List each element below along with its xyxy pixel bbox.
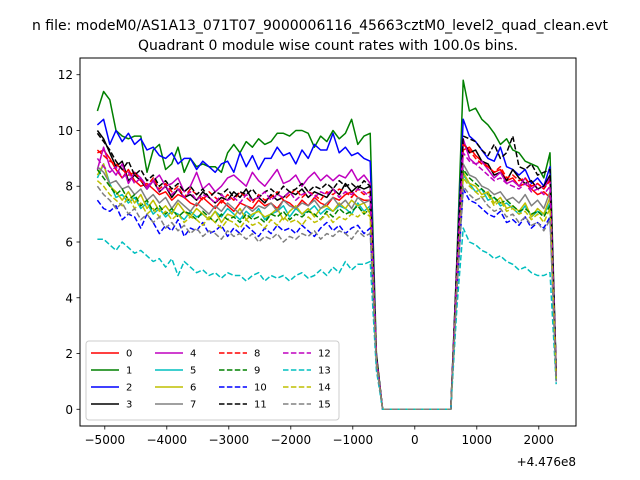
x-tick-label: −4000 <box>147 433 188 447</box>
series-line-3 <box>96 130 557 411</box>
x-tick-label: −3000 <box>209 433 250 447</box>
series-line-5 <box>96 163 557 411</box>
legend-label-13: 13 <box>318 366 331 377</box>
x-axis: −5000 −4000 −3000 −2000 −1000 0 1000 2000 <box>85 426 555 447</box>
legend-label-3: 3 <box>126 400 132 411</box>
legend-label-7: 7 <box>190 400 196 411</box>
series-line-7 <box>96 163 557 411</box>
x-tick-label: −1000 <box>333 433 374 447</box>
x-tick-label: 0 <box>411 433 419 447</box>
legend-label-5: 5 <box>190 366 196 377</box>
x-tick-label: −2000 <box>271 433 312 447</box>
y-tick-label: 8 <box>65 180 73 194</box>
x-tick-label: 2000 <box>524 433 555 447</box>
y-tick-label: 6 <box>65 236 73 250</box>
legend-label-8: 8 <box>254 349 260 360</box>
y-axis: 0 2 4 6 8 10 12 <box>58 68 80 417</box>
legend-label-9: 9 <box>254 366 260 377</box>
legend-label-4: 4 <box>190 349 196 360</box>
legend-label-10: 10 <box>254 383 267 394</box>
series-line-1 <box>96 79 557 411</box>
series-line-8 <box>96 143 557 411</box>
legend-label-12: 12 <box>318 349 331 360</box>
series-line-14 <box>96 177 557 411</box>
series-line-9 <box>96 168 557 411</box>
legend-label-1: 1 <box>126 366 132 377</box>
y-tick-label: 4 <box>65 291 73 305</box>
legend-label-11: 11 <box>254 400 267 411</box>
y-tick-label: 10 <box>58 124 73 138</box>
legend-label-2: 2 <box>126 383 132 394</box>
x-offset-label: +4.476e8 <box>517 455 576 469</box>
series-line-13 <box>97 227 557 411</box>
x-tick-label: 1000 <box>462 433 493 447</box>
y-tick-label: 0 <box>65 403 73 417</box>
legend-label-15: 15 <box>318 400 331 411</box>
series-layer <box>96 79 557 411</box>
series-line-6 <box>96 163 557 411</box>
figure-suptitle: n file: modeM0/AS1A13_071T07_9000006116_… <box>32 18 609 34</box>
chart-title: Quadrant 0 module wise count rates with … <box>138 38 518 54</box>
x-tick-label: −5000 <box>85 433 126 447</box>
legend-label-14: 14 <box>318 383 331 394</box>
series-line-10 <box>96 188 557 411</box>
y-tick-label: 2 <box>65 347 73 361</box>
series-line-11 <box>96 132 557 411</box>
legend-box <box>85 340 340 421</box>
series-line-12 <box>96 152 557 411</box>
y-tick-label: 12 <box>58 68 73 82</box>
legend-label-0: 0 <box>126 349 132 360</box>
series-line-15 <box>96 185 557 411</box>
legend-label-6: 6 <box>190 383 196 394</box>
